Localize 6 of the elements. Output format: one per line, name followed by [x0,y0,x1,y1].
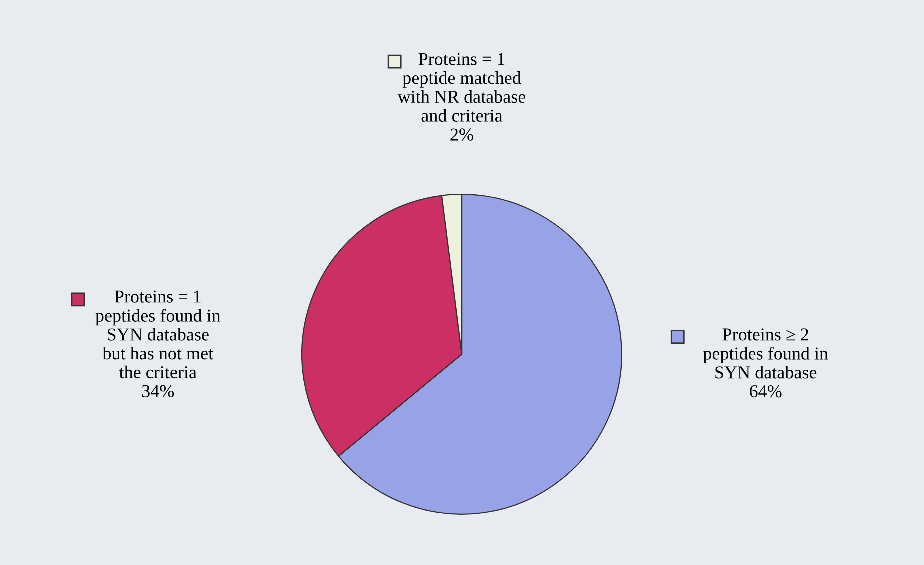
data-label: 2% [450,128,474,141]
legend-label: Proteins = 1 peptides found in SYN database but has not met the criteria [96,290,221,379]
data-label: 34% [142,385,174,398]
legend-label: Proteins = 1 peptide matched with NR database and criteria [398,53,526,122]
data-label: 64% [750,385,782,398]
legend-label: Proteins ≥ 2 peptides found in SYN database [703,328,828,379]
